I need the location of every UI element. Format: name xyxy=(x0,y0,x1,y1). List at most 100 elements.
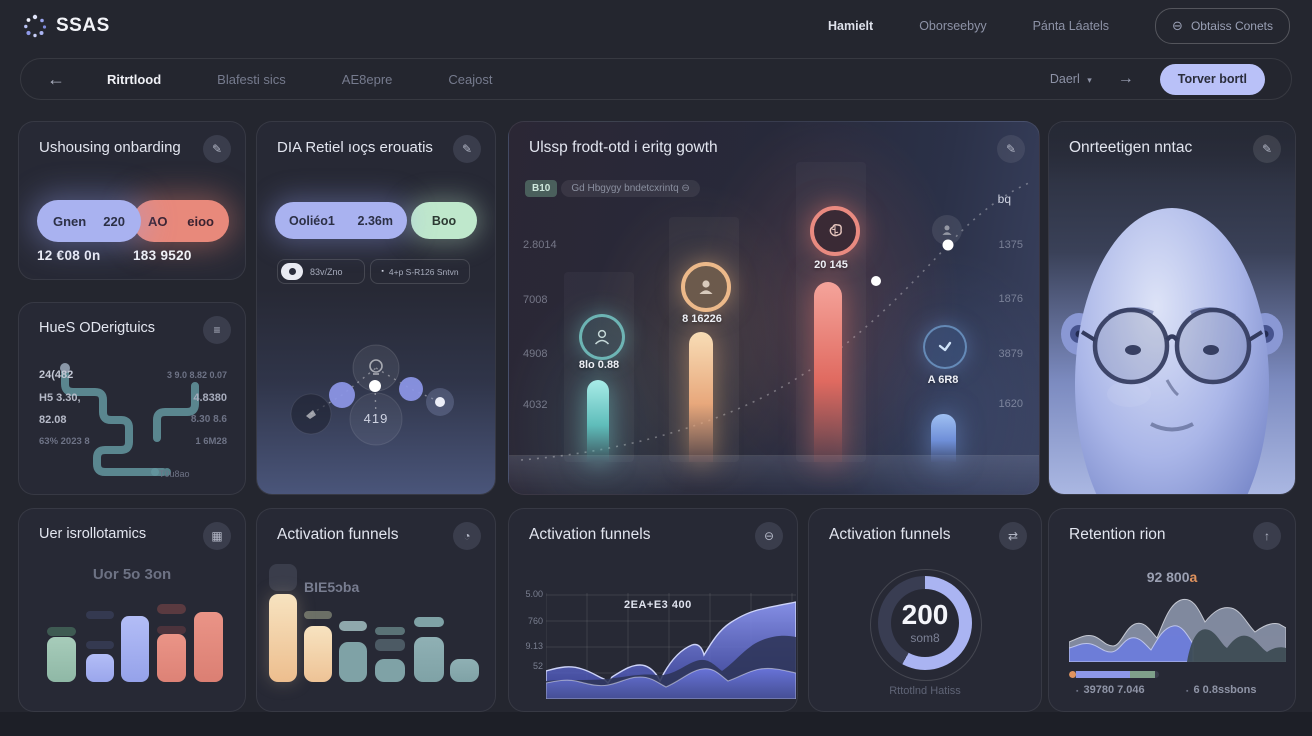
chip-label: 4+p S-R126 Sntvn xyxy=(388,266,459,277)
bar-lavender[interactable] xyxy=(86,654,114,682)
square-dot-icon: ▪ xyxy=(381,268,384,275)
edit-icon[interactable]: ✎ xyxy=(997,135,1025,163)
nav-item-2[interactable]: Oborseebyy xyxy=(919,19,987,33)
toolbar-tab-4[interactable]: Ceajost xyxy=(448,71,493,87)
pill-label: AO xyxy=(148,213,168,229)
metric-pill-lavender[interactable]: Ooliéo1 2.36m xyxy=(275,202,407,239)
minus-circle-icon[interactable]: ⊖ xyxy=(755,522,783,550)
donut-hole: 200 som8 xyxy=(891,589,959,657)
chart-label: BIE5ɔba xyxy=(304,579,360,595)
toggle-dot-icon xyxy=(288,268,296,275)
dropdown-label: Daerl xyxy=(1049,72,1080,86)
bar-lavender-tall[interactable] xyxy=(121,616,149,682)
gauge-caption: Rttotlnd Hatiss xyxy=(889,685,961,697)
y-axis-label: 7008 xyxy=(523,294,548,306)
bar-teal[interactable] xyxy=(587,380,609,462)
y-axis-label: 3879 xyxy=(998,348,1023,360)
bar-cap xyxy=(375,627,405,635)
toolbar-tab-2[interactable]: Blafesti sics xyxy=(217,71,286,87)
check-ring-blue xyxy=(923,325,967,369)
flow-label: 3 9.0 8.82 0.07 xyxy=(166,370,227,380)
gauge-value: 200 xyxy=(901,599,949,630)
bar-orange[interactable] xyxy=(689,332,713,462)
metric-pill-green[interactable]: Boo xyxy=(411,202,477,239)
y-axis-label: 760 xyxy=(527,616,543,626)
edit-icon[interactable]: ✎ xyxy=(203,135,231,163)
edit-icon[interactable]: ✎ xyxy=(1253,135,1281,163)
bar-cap xyxy=(414,617,444,627)
toolbar-tab-1[interactable]: Ritrtlood xyxy=(107,71,162,87)
pill-label: Gnen xyxy=(53,213,87,229)
gauge-unit: som8 xyxy=(910,631,940,645)
retention-value-main: 92 800 xyxy=(1146,569,1190,585)
bar-red[interactable] xyxy=(814,282,842,462)
nav-item-3[interactable]: Pánta Láatels xyxy=(1032,19,1110,33)
flag-icon: ▪ xyxy=(1076,688,1079,695)
bar-salmon[interactable] xyxy=(157,634,186,682)
nav-item-1[interactable]: Hamielt xyxy=(828,19,874,33)
network-gradient-bg xyxy=(257,290,495,494)
pill-label: Boo xyxy=(431,213,457,228)
up-icon[interactable]: ↑ xyxy=(1253,522,1281,550)
bar-cap xyxy=(157,626,186,634)
bar-salmon-tall[interactable] xyxy=(194,612,223,682)
forward-arrow-icon[interactable]: → xyxy=(1117,70,1134,87)
swap-icon[interactable]: ⇄ xyxy=(999,522,1027,550)
card-title: Uer isrollotamics xyxy=(39,526,147,542)
toolbar: ← Ritrtlood Blafesti sics AE8epre Ceajos… xyxy=(20,58,1292,100)
grid-icon[interactable]: ▦ xyxy=(203,522,231,550)
bar-cream-2[interactable] xyxy=(304,626,332,682)
user-icon xyxy=(594,329,610,345)
toggle-chip[interactable]: 83v/Zno xyxy=(277,259,365,284)
flow-label: 82.08 xyxy=(39,414,67,426)
bar-teal[interactable] xyxy=(47,637,76,682)
retention-stat-left: ▪ 39780 7.046 xyxy=(1076,684,1145,696)
clock-icon[interactable]: ◔ xyxy=(453,522,481,550)
card-title: Ulssp frodt-otd i eritg gowth xyxy=(529,139,718,156)
y-axis-label: 1620 xyxy=(998,398,1023,410)
y-axis-label: 9.13 xyxy=(525,641,543,651)
edit-icon[interactable]: ✎ xyxy=(453,135,481,163)
card-title: HueS ODerigtuics xyxy=(39,320,156,336)
progress-track[interactable] xyxy=(1069,671,1159,678)
brain-ring-red xyxy=(810,206,860,256)
back-arrow-icon[interactable]: ← xyxy=(47,68,65,89)
wave-chart xyxy=(1069,598,1286,662)
bar-teal-3[interactable] xyxy=(414,637,444,682)
menu-icon[interactable]: ≡ xyxy=(203,316,231,344)
flow-label: 24(482 xyxy=(39,369,74,381)
bar-blue[interactable] xyxy=(931,414,956,462)
bar-cap xyxy=(339,621,367,631)
pill-value: eioo xyxy=(187,213,214,229)
bar-cream-1[interactable] xyxy=(269,594,297,682)
bar-teal-1[interactable] xyxy=(339,642,367,682)
card-growth: Ulssp frodt-otd i eritg gowth ✎ B10 Gd H… xyxy=(508,121,1040,495)
top-nav: Hamielt Oborseebyy Pánta Láatels ⊖ Obtai… xyxy=(828,0,1290,52)
bar-teal-4[interactable] xyxy=(450,659,479,682)
y-axis-label: 52 xyxy=(532,661,543,671)
user-ring-grey xyxy=(932,215,962,245)
check-icon xyxy=(938,341,952,352)
toolbar-dropdown[interactable]: Daerl ▾ xyxy=(1050,72,1092,86)
card-title: Activation funnels xyxy=(277,526,399,543)
bar-cap xyxy=(269,564,297,591)
pill-value: 2.36m xyxy=(357,213,393,228)
y-axis-label: 1876 xyxy=(998,293,1023,305)
metric-pill-blue[interactable]: Gnen 220 xyxy=(37,200,141,242)
metric-pill-red[interactable]: AO eioo xyxy=(133,200,229,242)
head-3d-render xyxy=(1049,122,1295,494)
logo[interactable]: SSAS xyxy=(22,13,110,39)
corner-label: bq xyxy=(997,192,1011,206)
filter-chip[interactable]: ▪ 4+p S-R126 Sntvn xyxy=(370,259,470,284)
bar-teal-2[interactable] xyxy=(375,659,405,682)
bar-cap xyxy=(86,611,114,619)
user-icon xyxy=(699,280,713,294)
toolbar-action-button[interactable]: Torver bortl xyxy=(1159,63,1265,95)
logo-text: SSAS xyxy=(56,15,110,36)
header-cta-button[interactable]: ⊖ Obtaiss Conets xyxy=(1155,8,1290,44)
card-funnel: Activation funnels ◔ BIE5ɔba xyxy=(256,508,496,712)
toolbar-tab-3[interactable]: AE8epre xyxy=(341,71,393,87)
bar-cap xyxy=(375,639,405,651)
flow-label: 8.30 8.6 xyxy=(190,414,227,425)
y-axis-label: 2.8014 xyxy=(523,239,557,251)
